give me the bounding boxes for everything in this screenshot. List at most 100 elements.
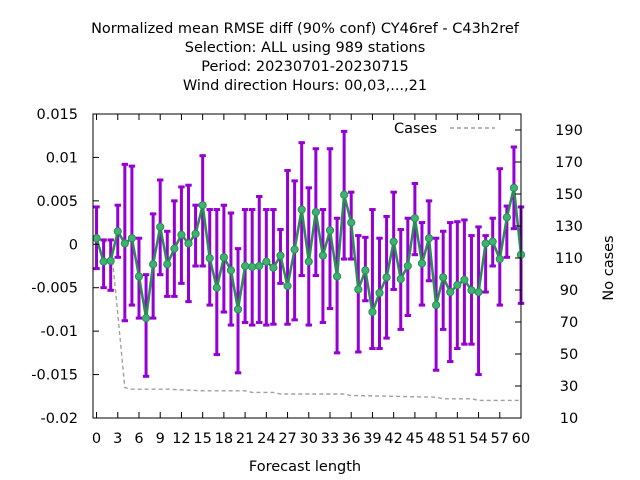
mean-point xyxy=(156,222,165,232)
x-axis: 0 3 6 9 12 15 18 21 24 27 30 33 36 39 42 45 48 51 54 57 60 xyxy=(92,114,530,447)
mean-point xyxy=(149,260,158,269)
mean-point xyxy=(354,285,363,294)
y2-tick-label: 130 xyxy=(555,219,583,235)
mean-point xyxy=(283,281,292,291)
y2-tick-label: 110 xyxy=(555,251,583,267)
x-tick-label: 30 xyxy=(300,431,318,447)
mean-point xyxy=(368,307,377,317)
mean-point xyxy=(177,230,186,239)
mean-point xyxy=(226,266,236,275)
mean-point xyxy=(332,272,342,281)
x-tick-label: 21 xyxy=(236,431,254,447)
cases-line xyxy=(96,236,521,402)
mean-point xyxy=(92,234,101,243)
mean-point xyxy=(120,239,129,248)
mean-point xyxy=(198,201,207,210)
y-tick-label: 0.015 xyxy=(36,107,78,123)
y-tick-label: 0 xyxy=(69,237,78,253)
y-tick-label: 0.01 xyxy=(46,150,78,166)
mean-point xyxy=(113,227,122,236)
mean-point xyxy=(325,226,335,235)
mean-point xyxy=(184,239,193,248)
error-bar xyxy=(256,195,263,324)
mean-point xyxy=(212,283,221,292)
mean-point xyxy=(453,281,462,290)
x-tick-label: 9 xyxy=(156,431,165,447)
cases-series xyxy=(96,236,521,402)
mean-point xyxy=(396,274,405,284)
title-line: Normalized mean RMSE diff (90% conf) CY4… xyxy=(91,21,520,37)
mean-point xyxy=(340,190,349,199)
mean-point xyxy=(248,262,257,271)
y-axis-left: -0.02 -0.015 -0.01 -0.005 0 0.005 0.01 0.015 xyxy=(31,107,99,427)
y2-tick-label: 50 xyxy=(560,347,578,363)
y2-tick-label: 90 xyxy=(560,283,578,299)
mean-point xyxy=(262,257,271,266)
mean-point xyxy=(205,254,214,263)
x-tick-label: 39 xyxy=(363,431,381,447)
y-tick-label: -0.005 xyxy=(31,281,78,297)
mean-point xyxy=(170,244,179,253)
error-bar xyxy=(496,167,503,307)
mean-point xyxy=(318,251,328,260)
error-bar xyxy=(355,234,362,354)
y-tick-label: 0.005 xyxy=(36,194,78,210)
y2-tick-label: 10 xyxy=(560,411,578,427)
chart-title: Normalized mean RMSE diff (90% conf) CY4… xyxy=(91,21,520,94)
error-bar xyxy=(333,216,341,355)
error-bar xyxy=(213,208,221,357)
mean-point xyxy=(290,245,299,254)
x-tick-label: 36 xyxy=(342,431,360,447)
error-bar xyxy=(142,273,150,378)
title-line: Wind direction Hours: 00,03,...,21 xyxy=(183,78,427,94)
x-tick-label: 45 xyxy=(406,431,424,447)
mean-point xyxy=(509,183,519,192)
mean-point xyxy=(106,256,115,265)
mean-point xyxy=(474,287,483,297)
mean-point xyxy=(460,275,469,284)
y2-tick-label: 70 xyxy=(560,315,578,331)
right-axis-label: No cases xyxy=(601,235,617,300)
x-tick-label: 6 xyxy=(134,431,143,447)
mean-point xyxy=(276,251,285,260)
x-axis-label: Forecast length xyxy=(249,459,361,475)
mean-point xyxy=(127,234,137,243)
error-bar xyxy=(263,208,270,327)
mean-point xyxy=(403,261,412,271)
mean-point xyxy=(255,261,264,271)
x-tick-label: 33 xyxy=(321,431,339,447)
mean-point xyxy=(219,253,228,262)
y-tick-label: -0.01 xyxy=(40,324,78,340)
plot-frame xyxy=(92,113,522,419)
x-tick-label: 54 xyxy=(469,431,487,447)
x-tick-label: 24 xyxy=(257,431,275,447)
mean-point xyxy=(191,229,200,238)
error-bar xyxy=(107,238,114,292)
mean-point xyxy=(467,286,476,295)
mean-point xyxy=(99,257,108,266)
mean-point xyxy=(141,314,151,323)
y-axis-right: 10 30 50 70 90 110 130 150 170 190 xyxy=(515,123,583,427)
error-bar xyxy=(475,225,482,377)
x-tick-label: 42 xyxy=(384,431,402,447)
y-tick-label: -0.02 xyxy=(40,411,78,427)
mean-point xyxy=(347,218,356,227)
legend-label: Cases xyxy=(394,121,437,137)
title-line: Selection: ALL using 989 stations xyxy=(185,40,426,56)
x-tick-label: 60 xyxy=(512,431,530,447)
mean-point xyxy=(488,237,497,246)
legend: Cases xyxy=(394,121,495,137)
mean-point xyxy=(269,263,278,272)
x-tick-label: 51 xyxy=(448,431,466,447)
mean-point xyxy=(163,260,172,269)
mean-point xyxy=(304,257,313,266)
mean-point xyxy=(311,208,320,217)
mean-point xyxy=(502,213,511,222)
mean-point xyxy=(240,261,250,271)
mean-point xyxy=(382,273,391,282)
mean-point xyxy=(481,239,490,248)
mean-point xyxy=(495,254,504,264)
y-tick-label: -0.015 xyxy=(31,368,78,384)
error-bar xyxy=(284,168,291,326)
